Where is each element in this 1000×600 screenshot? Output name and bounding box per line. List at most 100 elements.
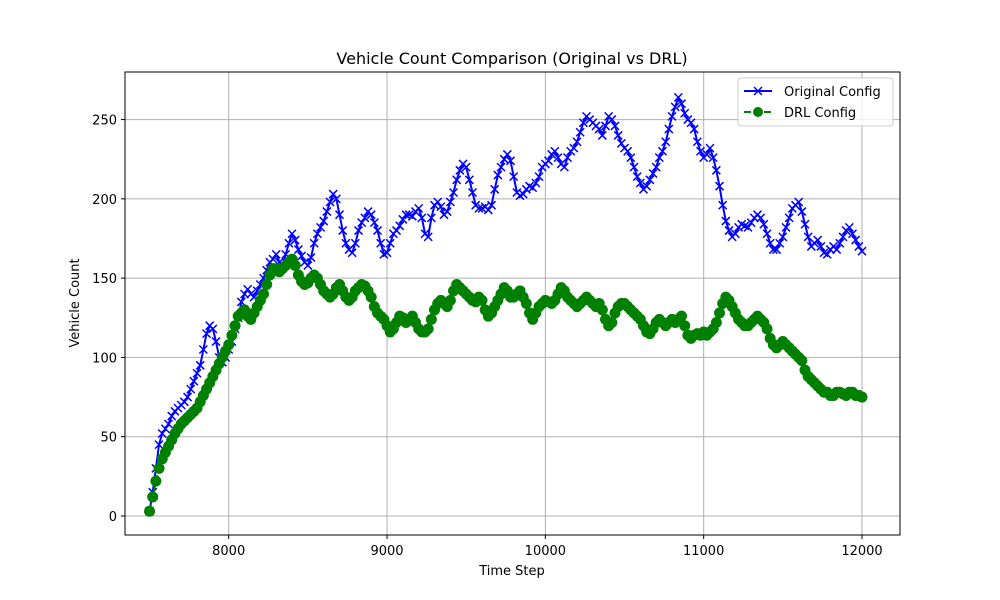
data-point-original — [338, 226, 348, 236]
data-point-original — [325, 197, 335, 207]
data-point-original — [395, 221, 405, 231]
data-point-original — [762, 229, 772, 239]
data-point-original — [417, 213, 427, 223]
x-tick-label: 10000 — [525, 544, 566, 559]
data-point-original — [382, 248, 392, 258]
data-point-original — [543, 156, 554, 166]
data-point-original — [835, 238, 845, 248]
data-point-original — [642, 181, 652, 191]
data-point-original — [483, 205, 493, 215]
data-point-original — [610, 121, 620, 131]
data-point-original — [797, 207, 807, 217]
data-point-original — [357, 218, 367, 228]
legend-label-original: Original Config — [784, 85, 881, 100]
data-point-original — [306, 252, 316, 263]
data-point-original — [664, 124, 674, 134]
y-tick-label: 200 — [92, 193, 117, 208]
y-tick-label: 100 — [92, 351, 117, 366]
data-point-original — [369, 218, 379, 228]
data-point-original — [838, 232, 848, 242]
data-point-original — [800, 219, 810, 229]
data-point-original — [623, 146, 633, 156]
legend-x-marker — [753, 86, 763, 96]
plot-area-frame — [124, 71, 901, 536]
data-point-drl — [258, 288, 270, 300]
data-point-original — [331, 194, 341, 204]
legend-box — [737, 77, 894, 127]
data-point-original — [629, 162, 639, 172]
data-point-original — [695, 146, 706, 156]
data-point-drl — [710, 317, 722, 329]
data-point-original — [616, 138, 626, 148]
series-original — [145, 92, 867, 516]
data-point-original — [157, 428, 167, 439]
data-point-drl — [596, 304, 608, 316]
data-point-original — [436, 202, 446, 212]
data-point-original — [626, 153, 636, 163]
data-point-drl — [422, 323, 434, 335]
data-point-original — [353, 226, 364, 236]
data-point-drl — [679, 320, 691, 332]
data-point-original — [822, 249, 832, 259]
data-point-drl — [150, 475, 162, 487]
data-point-original — [692, 137, 702, 147]
data-point-original — [467, 187, 478, 198]
data-point-original — [528, 183, 538, 193]
data-point-original — [607, 115, 617, 125]
data-point-original — [775, 238, 785, 248]
data-point-original — [211, 337, 221, 347]
data-point-original — [385, 238, 395, 248]
data-point-original — [686, 118, 696, 128]
data-point-original — [559, 162, 569, 172]
data-point-original — [794, 197, 804, 207]
data-point-drl — [714, 307, 726, 319]
data-point-original — [461, 162, 471, 172]
data-point-original — [328, 189, 338, 199]
data-point-drl — [229, 320, 241, 332]
data-point-original — [711, 165, 721, 175]
data-point-original — [594, 124, 604, 134]
x-tick-label: 11000 — [683, 544, 724, 559]
data-point-original — [486, 200, 497, 210]
data-point-drl — [289, 259, 301, 271]
legend-marker-original — [753, 86, 763, 96]
data-point-original — [689, 124, 699, 134]
data-point-original — [613, 130, 623, 140]
data-point-drl — [144, 505, 156, 517]
data-point-drl — [261, 278, 273, 290]
data-point-original — [445, 197, 455, 207]
data-point-original — [657, 146, 668, 156]
data-point-original — [502, 149, 512, 159]
data-point-drl — [520, 298, 532, 309]
data-point-original — [705, 143, 715, 153]
data-point-drl — [444, 294, 456, 306]
legend-circle-marker — [753, 107, 763, 117]
data-point-original — [632, 172, 642, 182]
data-point-original — [208, 324, 218, 334]
data-point-original — [572, 137, 582, 147]
data-point-original — [179, 397, 189, 407]
data-point-original — [448, 187, 459, 198]
data-point-original — [730, 229, 740, 239]
data-point-original — [569, 143, 579, 153]
data-point-original — [813, 235, 823, 245]
data-point-original — [578, 118, 588, 128]
data-point-original — [316, 222, 326, 232]
data-point-drl — [606, 317, 618, 329]
data-point-drl — [226, 329, 238, 341]
legend-entry-original: Original Config — [744, 85, 881, 100]
data-point-original — [844, 222, 854, 232]
data-point-drl — [856, 391, 868, 403]
data-point-original — [847, 229, 858, 239]
legend-marker-drl — [753, 107, 763, 117]
data-point-drl — [796, 355, 808, 367]
data-point-original — [341, 238, 351, 248]
data-point-original — [635, 178, 645, 188]
data-point-original — [442, 207, 452, 217]
data-point-original — [645, 175, 655, 185]
y-tick-label: 250 — [92, 114, 117, 129]
data-point-original — [493, 170, 503, 180]
series-drl — [144, 253, 868, 517]
data-point-original — [562, 153, 573, 163]
